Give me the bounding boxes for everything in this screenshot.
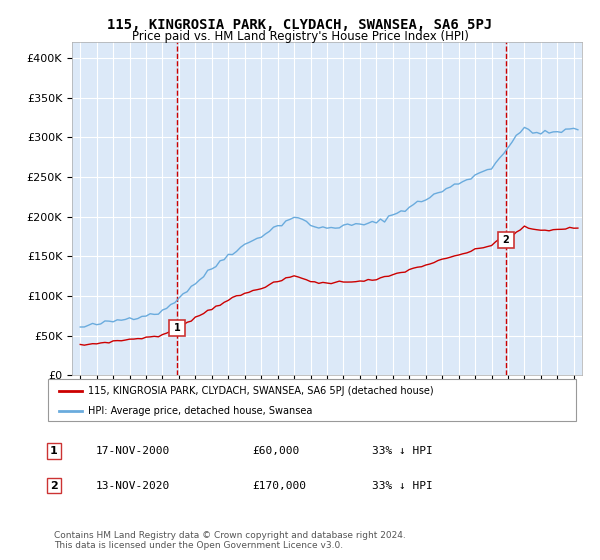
Text: 33% ↓ HPI: 33% ↓ HPI [372, 446, 433, 456]
Text: 1: 1 [173, 323, 181, 333]
Text: HPI: Average price, detached house, Swansea: HPI: Average price, detached house, Swan… [88, 405, 312, 416]
Text: 115, KINGROSIA PARK, CLYDACH, SWANSEA, SA6 5PJ (detached house): 115, KINGROSIA PARK, CLYDACH, SWANSEA, S… [88, 386, 433, 396]
Text: 115, KINGROSIA PARK, CLYDACH, SWANSEA, SA6 5PJ: 115, KINGROSIA PARK, CLYDACH, SWANSEA, S… [107, 18, 493, 32]
Text: 13-NOV-2020: 13-NOV-2020 [96, 480, 170, 491]
FancyBboxPatch shape [48, 379, 576, 421]
Text: 1: 1 [50, 446, 58, 456]
Text: £170,000: £170,000 [252, 480, 306, 491]
Text: 2: 2 [50, 480, 58, 491]
Text: £60,000: £60,000 [252, 446, 299, 456]
Text: 33% ↓ HPI: 33% ↓ HPI [372, 480, 433, 491]
Text: Price paid vs. HM Land Registry's House Price Index (HPI): Price paid vs. HM Land Registry's House … [131, 30, 469, 43]
Text: 2: 2 [503, 235, 509, 245]
Text: 17-NOV-2000: 17-NOV-2000 [96, 446, 170, 456]
Text: Contains HM Land Registry data © Crown copyright and database right 2024.
This d: Contains HM Land Registry data © Crown c… [54, 531, 406, 550]
